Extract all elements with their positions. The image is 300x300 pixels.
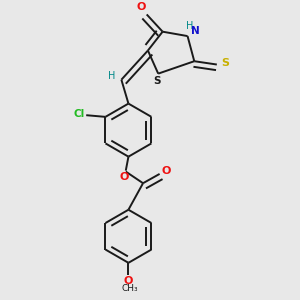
Text: Cl: Cl <box>73 109 85 119</box>
Text: O: O <box>136 2 146 12</box>
Text: O: O <box>120 172 129 182</box>
Text: S: S <box>153 76 160 86</box>
Text: O: O <box>162 166 171 176</box>
Text: H: H <box>108 71 116 81</box>
Text: N: N <box>191 26 200 36</box>
Text: S: S <box>221 58 229 68</box>
Text: H: H <box>186 21 193 31</box>
Text: O: O <box>124 276 133 286</box>
Text: CH₃: CH₃ <box>122 284 138 292</box>
